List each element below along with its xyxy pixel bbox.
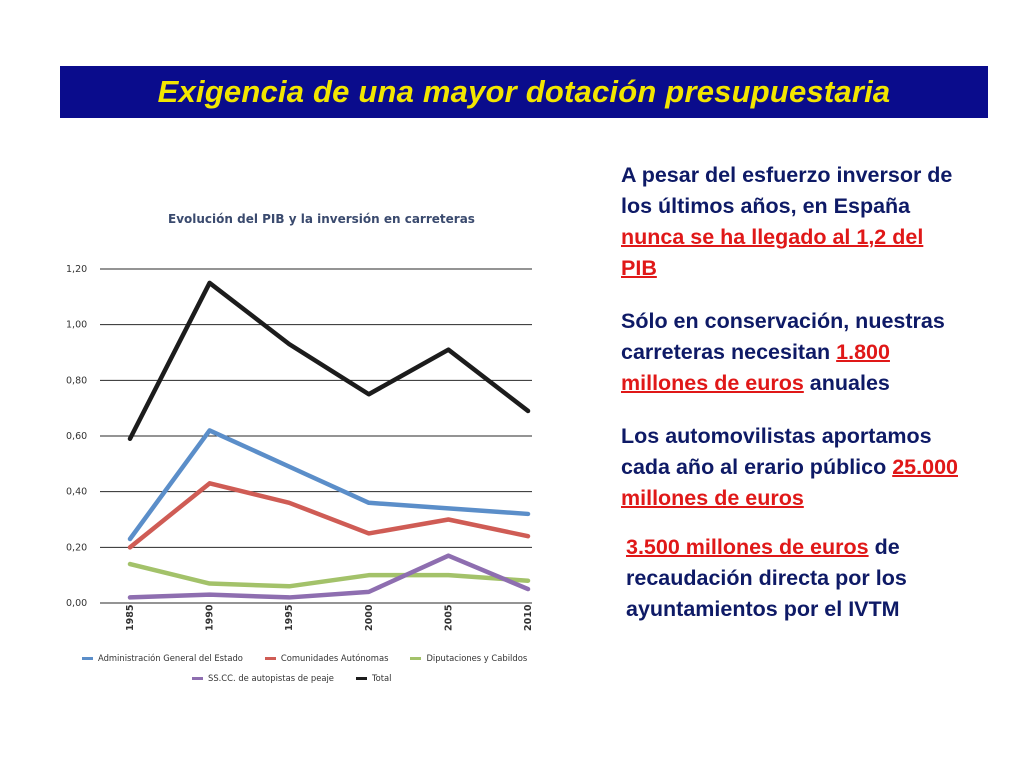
paragraph-conservacion: Sólo en conservación, nuestras carretera… <box>621 306 961 399</box>
legend-swatch-ccaa <box>264 656 276 660</box>
highlight-ivtm: 3.500 millones de euros <box>626 535 869 559</box>
series-line-administracion <box>127 428 531 542</box>
y-tick-label: 0,40 <box>66 487 87 498</box>
paragraph-pib: A pesar del esfuerzo inversor de los últ… <box>621 160 961 284</box>
legend-item-diputaciones: Diputaciones y Cabildos <box>410 653 527 663</box>
title-bar: Exigencia de una mayor dotación presupue… <box>60 66 988 118</box>
chart-container: Evolución del PIB y la inversión en carr… <box>60 200 550 700</box>
x-tick-label: 1990 <box>205 604 216 631</box>
slide-title: Exigencia de una mayor dotación presupue… <box>157 74 891 109</box>
x-tick-label: 1985 <box>125 605 136 631</box>
paragraph-conservacion-text: Sólo en conservación, nuestras carretera… <box>621 309 945 364</box>
legend-row-2: SS.CC. de autopistas de peaje Total <box>82 668 562 688</box>
highlight-pib: nunca se ha llegado al 1,2 del PIB <box>621 225 924 280</box>
legend-label-ccaa: Comunidades Autónomas <box>280 653 389 663</box>
y-tick-label: 0,20 <box>66 542 87 553</box>
legend-label-autopistas: SS.CC. de autopistas de peaje <box>208 673 334 683</box>
highlight-conservacion: 1.800 millones de euros <box>621 340 890 395</box>
paragraph-automovilistas: Los automovilistas aportamos cada año al… <box>621 421 961 514</box>
legend-label-diputaciones: Diputaciones y Cabildos <box>426 653 528 663</box>
chart-title: Evolución del PIB y la inversión en carr… <box>168 212 475 226</box>
y-tick-label: 1,20 <box>66 264 87 275</box>
y-tick-label: 0,60 <box>66 431 87 442</box>
y-tick-label: 0,80 <box>66 375 87 386</box>
chart-legend: Administración General del Estado Comuni… <box>82 648 562 688</box>
legend-item-total: Total <box>355 673 392 683</box>
x-tick-label: 2000 <box>364 604 375 631</box>
highlight-automovilistas: 25.000 millones de euros <box>621 455 958 510</box>
x-tick-label: 1995 <box>284 605 295 631</box>
text-column: A pesar del esfuerzo inversor de los últ… <box>621 160 961 647</box>
paragraph-conservacion-suffix: anuales <box>803 371 890 395</box>
series-line-comunidades <box>127 481 531 550</box>
legend-swatch-age <box>82 656 93 660</box>
legend-swatch-total <box>355 676 367 680</box>
paragraph-automovilistas-text: Los automovilistas aportamos cada año al… <box>621 424 932 479</box>
line-chart: 0,00 0,20 0,40 0,60 0,80 1,00 1,20 1985 1990 1995… <box>66 264 534 631</box>
series-line-diputaciones <box>127 561 531 589</box>
legend-item-age: Administración General del Estado <box>82 653 243 663</box>
x-tick-label: 2010 <box>523 604 534 631</box>
legend-item-autopistas: SS.CC. de autopistas de peaje <box>192 673 334 683</box>
legend-row-1: Administración General del Estado Comuni… <box>82 648 562 668</box>
y-tick-label: 0,00 <box>66 598 87 609</box>
x-tick-label: 2005 <box>443 605 454 631</box>
series-line-autopistas <box>127 553 531 600</box>
legend-swatch-autopistas <box>192 676 203 680</box>
legend-label-total: Total <box>371 673 392 683</box>
paragraph-ivtm: 3.500 millones de euros de recaudación d… <box>621 532 961 625</box>
legend-swatch-diputaciones <box>410 656 422 660</box>
legend-item-ccaa: Comunidades Autónomas <box>264 653 389 663</box>
y-tick-label: 1,00 <box>66 320 87 331</box>
paragraph-pib-text: A pesar del esfuerzo inversor de los últ… <box>621 163 953 218</box>
legend-label-age: Administración General del Estado <box>98 653 243 663</box>
series-line-total <box>127 280 531 442</box>
paragraph-ivtm-text: de recaudación directa por los ayuntamie… <box>626 535 907 621</box>
